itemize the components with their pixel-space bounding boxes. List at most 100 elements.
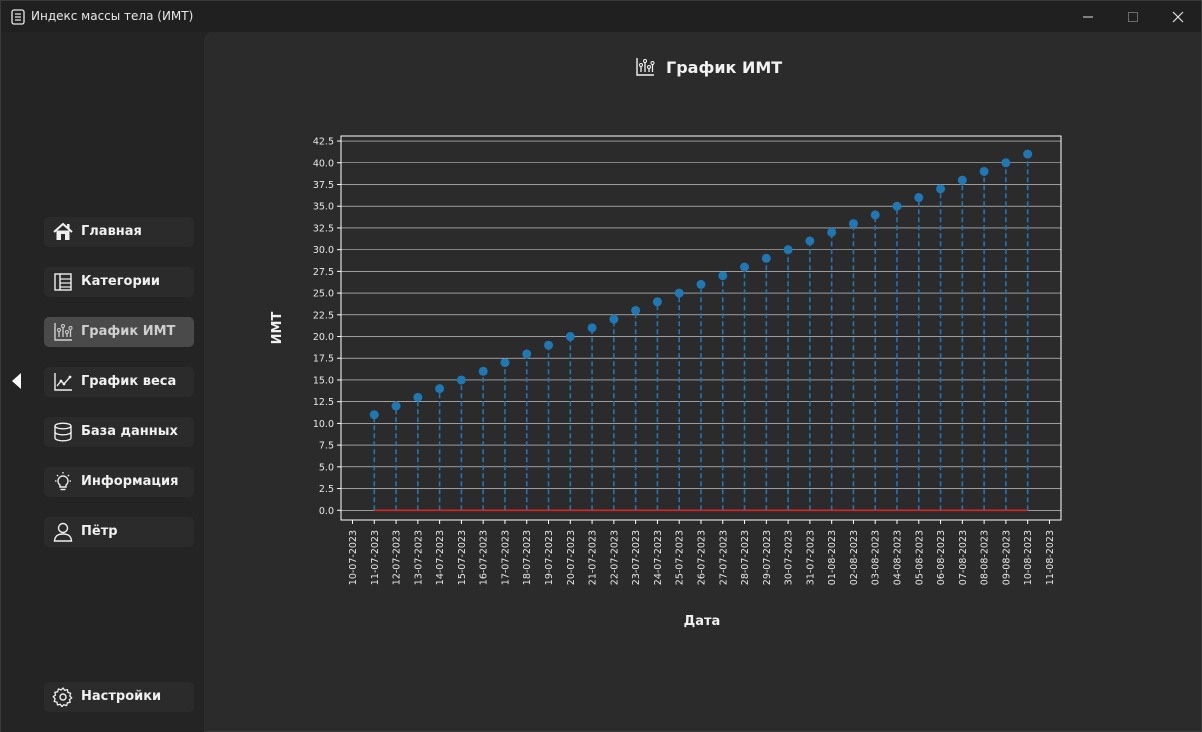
x-tick-label: 15-07-2023 [457,530,468,585]
data-point [544,340,554,350]
data-point [936,184,946,194]
x-tick-label: 06-08-2023 [936,530,947,585]
data-point [1001,158,1011,168]
x-tick-label: 18-07-2023 [522,530,533,585]
home-icon [53,222,73,240]
y-tick-label: 40.0 [313,158,334,169]
lightbulb-icon [55,472,71,491]
x-tick-label: 28-07-2023 [740,530,751,585]
gear-icon [52,687,73,708]
x-tick-label: 08-08-2023 [980,530,991,585]
title-bar: Индекс массы тела (ИМТ) [1,1,1201,32]
y-tick-label: 22.5 [313,310,334,321]
bmi-stem-chart: 0.0 2.5 5.0 7.5 10.0 12.5 15.0 17.5 20.0 22.5 25.0… [270,135,1062,629]
x-tick-label: 04-08-2023 [893,530,904,585]
page-title: График ИМТ [634,56,782,78]
y-tick-label: 17.5 [313,354,334,365]
y-tick-label: 30.0 [313,245,334,256]
maximize-button[interactable] [1110,1,1156,32]
x-tick-label: 03-08-2023 [871,530,882,585]
categories-icon [54,273,72,291]
data-point [478,366,488,376]
data-point [391,401,401,411]
y-tick-label: 12.5 [313,397,334,408]
y-tick-label: 27.5 [313,267,334,278]
close-button[interactable] [1155,1,1201,32]
x-tick-label: 24-07-2023 [653,530,664,585]
sidebar-item-bmi-chart[interactable]: График ИМТ [44,317,194,347]
x-tick-label: 27-07-2023 [718,530,729,585]
data-point [892,201,902,211]
data-point [652,297,662,307]
data-point [522,349,532,359]
y-tick-label: 2.5 [319,484,334,495]
y-tick-label: 10.0 [313,419,334,430]
x-tick-label: 10-08-2023 [1023,530,1034,585]
data-point [631,305,641,315]
sidebar-item-weight-chart[interactable]: График веса [44,367,194,397]
sidebar: Главная Категории [1,32,204,732]
sidebar-item-categories[interactable]: Категории [44,267,194,297]
x-tick-label: 12-07-2023 [392,530,403,585]
x-tick-label: 23-07-2023 [631,530,642,585]
x-tick-label: 09-08-2023 [1001,530,1012,585]
page-title-text: График ИМТ [666,57,783,77]
sidebar-item-label: График веса [81,374,177,389]
triangle-left-icon[interactable] [11,372,23,390]
data-point [914,193,924,203]
sidebar-item-label: Категории [81,274,160,289]
x-tick-label: 01-08-2023 [827,530,838,585]
x-tick-label: 26-07-2023 [696,530,707,585]
data-point [674,288,684,298]
data-point [369,410,379,420]
sidebar-item-settings[interactable]: Настройки [44,682,194,712]
x-axis-label: Дата [684,614,721,629]
x-tick-label: 30-07-2023 [784,530,795,585]
data-point [979,166,989,176]
sidebar-item-database[interactable]: База данных [44,417,194,447]
data-point [413,392,423,402]
x-tick-label: 14-07-2023 [435,530,446,585]
x-tick-label: 17-07-2023 [500,530,511,585]
minimize-icon [1083,16,1093,17]
maximize-icon [1128,11,1138,22]
x-tick-label: 05-08-2023 [914,530,925,585]
y-tick-label: 25.0 [313,289,334,300]
sidebar-item-info[interactable]: Информация [44,467,194,497]
data-point [609,314,619,324]
data-point [957,175,967,185]
sidebar-item-user[interactable]: Пётр [44,517,194,547]
database-icon [54,422,72,442]
sidebar-item-home[interactable]: Главная [44,217,194,247]
minimize-button[interactable] [1065,1,1111,32]
user-icon [53,522,73,542]
y-tick-label: 5.0 [319,462,334,473]
data-point [435,384,445,394]
x-tick-label: 02-08-2023 [849,530,860,585]
x-tick-label: 20-07-2023 [566,530,577,585]
y-tick-label: 37.5 [313,180,334,191]
data-point [827,227,837,237]
y-tick-label: 32.5 [313,223,334,234]
data-point [740,262,750,272]
y-axis-label: ИМТ [270,312,285,345]
data-point [783,245,793,255]
sidebar-item-label: Настройки [81,689,162,704]
data-point [1023,149,1033,159]
data-point [761,253,771,263]
y-tick-label: 42.5 [313,137,334,148]
sidebar-item-label: Главная [81,224,142,239]
data-point [696,279,706,289]
x-tick-label: 11-07-2023 [370,530,381,585]
data-point [456,375,466,385]
x-tick-label: 11-08-2023 [1045,530,1056,585]
sidebar-item-label: Пётр [81,524,118,539]
x-tick-label: 16-07-2023 [479,530,490,585]
plot-frame [340,135,1062,521]
data-point [718,271,728,281]
x-tick-label: 29-07-2023 [762,530,773,585]
line-chart-icon [54,373,72,391]
y-tick-label: 35.0 [313,202,334,213]
sidebar-item-label: График ИМТ [81,324,176,339]
